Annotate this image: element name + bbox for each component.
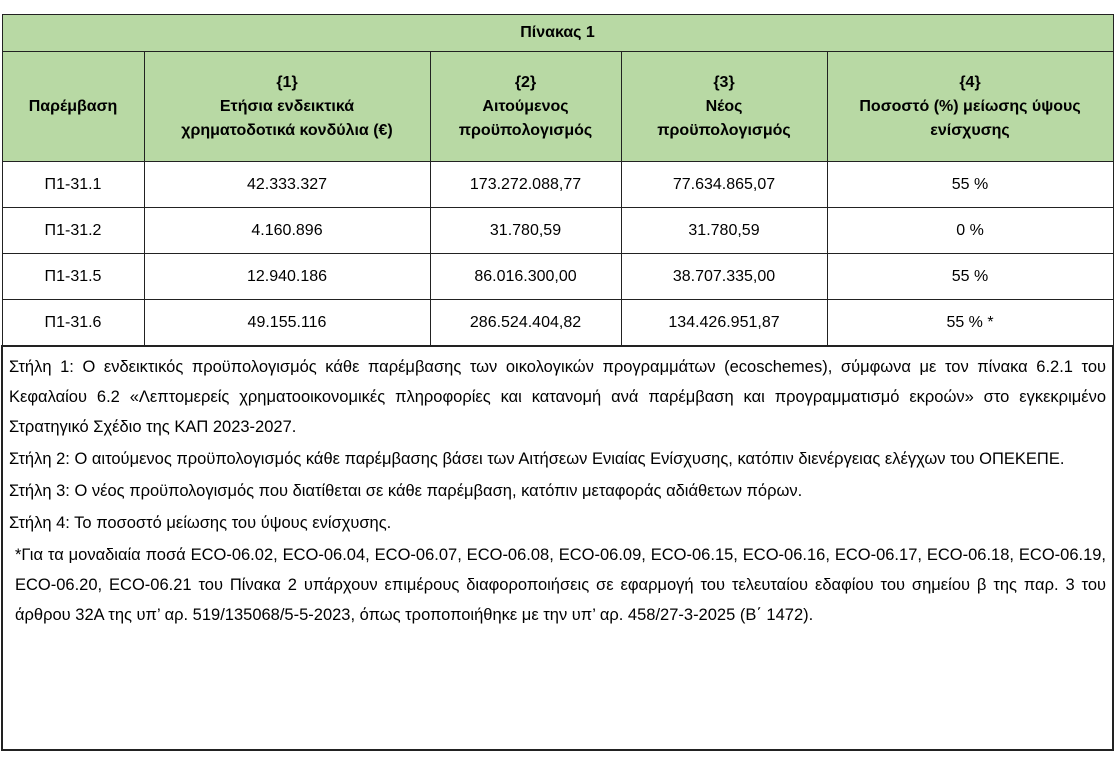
- cell-intervention: Π1-31.5: [1, 253, 145, 300]
- table-row: Π1-31.2 4.160.896 31.780,59 31.780,59 0 …: [1, 207, 1114, 254]
- header-col1: {1} Ετήσια ενδεικτικά χρηματοδοτικά κονδύ…: [143, 51, 431, 162]
- header-row: Παρέμβαση {1} Ετήσια ενδεικτικά χρηματοδο…: [1, 51, 1114, 162]
- cell-col3: 31.780,59: [620, 207, 828, 254]
- table-row: Π1-31.6 49.155.116 286.524.404,82 134.42…: [1, 299, 1114, 347]
- table-row: Π1-31.5 12.940.186 86.016.300,00 38.707.…: [1, 253, 1114, 300]
- header-label: Παρέμβαση: [28, 97, 118, 115]
- cell-col4: 55 %: [826, 253, 1114, 300]
- header-num: {4}: [959, 73, 981, 91]
- cell-col1: 42.333.327: [143, 161, 431, 208]
- cell-col4: 55 %: [826, 161, 1114, 208]
- cell-col3: 77.634.865,07: [620, 161, 828, 208]
- note-column-2: Στήλη 2: Ο αιτούμενος προϋπολογισμός κάθ…: [9, 450, 1065, 468]
- note-footnote: *Για τα μοναδιαία ποσά ECO-06.02, ECO-06…: [15, 546, 1107, 624]
- cell-col2: 286.524.404,82: [429, 299, 622, 347]
- cell-col2: 173.272.088,77: [429, 161, 622, 208]
- note-column-1: Στήλη 1: Ο ενδεικτικός προϋπολογισμός κά…: [9, 358, 1107, 436]
- table-row: Π1-31.1 42.333.327 173.272.088,77 77.634…: [1, 161, 1114, 208]
- header-label: Ετήσια ενδεικτικά χρηματοδοτικά κονδύλια…: [181, 97, 393, 139]
- cell-col3: 134.426.951,87: [620, 299, 828, 347]
- header-col3: {3} Νέος προϋπολογισμός: [620, 51, 828, 162]
- table-title: Πίνακας 1: [1, 14, 1114, 52]
- cell-col4: 55 % *: [826, 299, 1114, 347]
- header-label: Αιτούμενος προϋπολογισμός: [458, 97, 593, 139]
- cell-intervention: Π1-31.2: [1, 207, 145, 254]
- cell-col1: 49.155.116: [143, 299, 431, 347]
- cell-col2: 86.016.300,00: [429, 253, 622, 300]
- cell-col3: 38.707.335,00: [620, 253, 828, 300]
- note-column-4: Στήλη 4: Το ποσοστό μείωσης του ύψους εν…: [9, 514, 392, 532]
- header-intervention: Παρέμβαση: [1, 51, 145, 162]
- budget-table: Πίνακας 1 Παρέμβαση {1} Ετήσια ενδεικτικά…: [0, 14, 1115, 751]
- header-label: Νέος προϋπολογισμός: [657, 97, 791, 139]
- header-num: {1}: [276, 73, 298, 91]
- cell-intervention: Π1-31.6: [1, 299, 145, 347]
- note-column-3: Στήλη 3: Ο νέος προϋπολογισμός που διατί…: [9, 482, 803, 500]
- cell-col1: 12.940.186: [143, 253, 431, 300]
- header-col4: {4} Ποσοστό (%) μείωσης ύψους ενίσχυσης: [826, 51, 1114, 162]
- table-title-row: Πίνακας 1: [1, 14, 1114, 52]
- cell-intervention: Π1-31.1: [1, 161, 145, 208]
- cell-col4: 0 %: [826, 207, 1114, 254]
- notes-cell: Στήλη 1: Ο ενδεικτικός προϋπολογισμός κά…: [0, 345, 1115, 751]
- header-num: {3}: [713, 73, 735, 91]
- header-num: {2}: [514, 73, 537, 91]
- notes-row: Στήλη 1: Ο ενδεικτικός προϋπολογισμός κά…: [0, 345, 1115, 751]
- cell-col1: 4.160.896: [143, 207, 431, 254]
- header-col2: {2} Αιτούμενος προϋπολογισμός: [429, 51, 622, 162]
- cell-col2: 31.780,59: [429, 207, 622, 254]
- header-label: Ποσοστό (%) μείωσης ύψους ενίσχυσης: [859, 97, 1081, 139]
